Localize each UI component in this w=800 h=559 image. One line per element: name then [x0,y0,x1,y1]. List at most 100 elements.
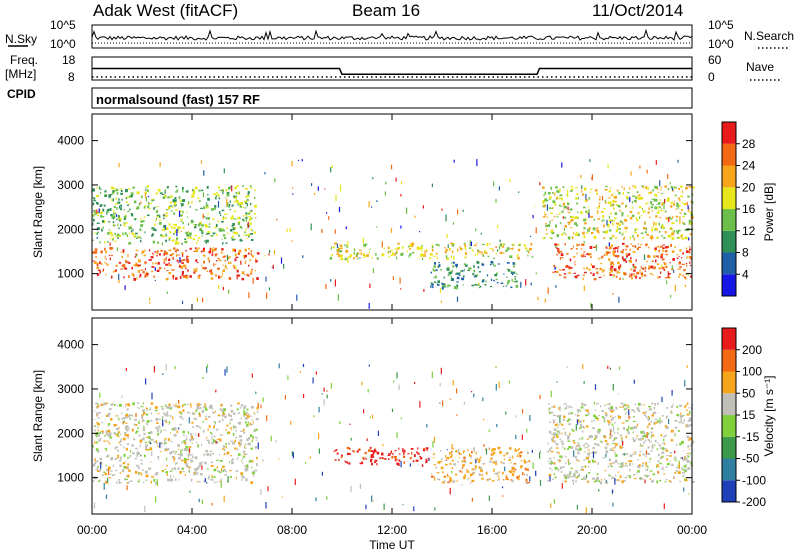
velocity-cell-r0 [143,432,146,436]
power-cell-r1 [197,239,199,242]
power-cell-r4 [613,268,617,272]
power-cell-r1 [128,203,130,205]
velocity-cell-r0 [150,480,152,484]
velocity-cell-r0 [175,462,176,466]
power-cell-r3 [452,278,454,281]
velocity-cell-r3 [577,411,579,413]
power-cell-r3 [476,274,479,277]
power-cell-r1 [157,189,159,191]
velocity-cell-r3 [549,463,553,466]
velocity-cell-r1 [411,452,413,455]
velocity-cell-r3 [624,476,628,479]
power-cell-r3 [462,284,464,286]
power-cell-r1 [233,210,237,212]
velocity-cell-r0 [203,406,206,408]
power-scatter-cell [666,280,668,285]
power-cell-r2 [381,253,385,257]
velocity-cell-r3 [580,469,583,471]
velocity-cell-r0 [195,409,197,413]
velocity-scatter-cell [483,444,485,447]
power-scatter-cell [390,227,393,233]
power-cell-r1 [162,228,166,231]
velocity-cell-r0 [146,423,148,426]
velocity-cell-r3 [583,476,585,479]
power-cell-r5 [667,235,670,238]
power-cell-r0 [104,247,106,251]
velocity-cell-r1 [403,452,405,455]
power-ytick-label: 1000 [57,267,84,281]
power-cell-r1 [100,192,102,194]
power-cell-r1 [207,217,210,220]
power-cell-r1 [143,216,146,218]
power-cell-r2 [438,244,440,247]
velocity-cell-r2 [440,450,442,452]
power-cell-r4 [630,268,633,271]
power-cell-r4 [583,251,586,253]
power-cell-r5 [656,212,660,214]
power-cell-r4 [617,245,620,248]
velocity-cell-r3 [571,446,574,449]
power-cell-r2 [359,249,362,251]
power-cell-r1 [173,201,177,204]
power-cell-r3 [493,264,496,267]
power-cell-r5 [627,215,629,217]
velocity-cell-r3 [691,480,695,483]
velocity-cell-r0 [220,468,223,471]
velocity-cell-r0 [236,448,239,451]
power-cell-r3 [430,285,432,288]
power-cell-r1 [123,209,126,211]
velocity-cell-r3 [660,434,663,437]
power-cell-r0 [214,248,216,251]
velocity-cell-r2 [466,469,468,471]
velocity-scatter-cell [451,443,453,450]
velocity-cell-r3 [586,438,589,440]
velocity-cell-r3 [609,475,611,476]
velocity-cell-r0 [229,419,231,422]
velocity-cell-r1 [369,446,372,449]
power-cell-r2 [416,246,419,250]
power-cell-r4 [674,246,676,248]
velocity-cell-r3 [558,431,561,435]
velocity-scatter-cell [439,402,441,404]
power-cell-r1 [135,232,138,235]
power-cell-r2 [468,247,472,249]
power-scatter-cell [231,185,233,192]
velocity-cell-r3 [613,438,616,440]
power-cell-r1 [188,201,190,204]
velocity-cell-r0 [118,427,120,429]
power-cell-r1 [228,186,231,190]
power-scatter-cell [535,227,537,234]
velocity-cell-r0 [254,428,256,432]
power-scatter-cell [109,242,111,246]
power-cell-r1 [113,190,116,192]
velocity-cell-r0 [202,429,205,433]
power-cell-r5 [566,206,568,209]
velocity-cell-r3 [601,409,604,413]
power-cell-r2 [516,255,518,257]
x-tick-label: 12:00 [377,523,407,537]
velocity-cell-r0 [144,470,148,474]
power-cell-r1 [111,199,113,202]
power-cell-r0 [157,250,159,252]
velocity-cell-r3 [581,466,584,469]
power-cell-r5 [625,205,627,209]
power-cell-r4 [603,254,605,256]
power-cell-r0 [249,273,253,275]
power-cell-r1 [186,234,190,237]
power-cell-r4 [672,258,675,261]
power-cell-r2 [390,252,392,254]
velocity-scatter-cell [398,384,400,391]
velocity-cell-r0 [227,431,229,435]
velocity-scatter-cell [661,396,663,403]
velocity-cell-r0 [158,425,161,429]
velocity-scatter-cell [368,364,370,367]
velocity-cell-r3 [573,439,575,442]
power-scatter-cell [400,181,403,185]
velocity-cell-r0 [136,452,140,455]
velocity-cell-r1 [358,448,361,451]
power-cell-r4 [573,272,576,274]
velocity-cell-r0 [183,434,185,436]
power-cell-r4 [635,259,637,262]
velocity-cell-r0 [142,402,144,405]
